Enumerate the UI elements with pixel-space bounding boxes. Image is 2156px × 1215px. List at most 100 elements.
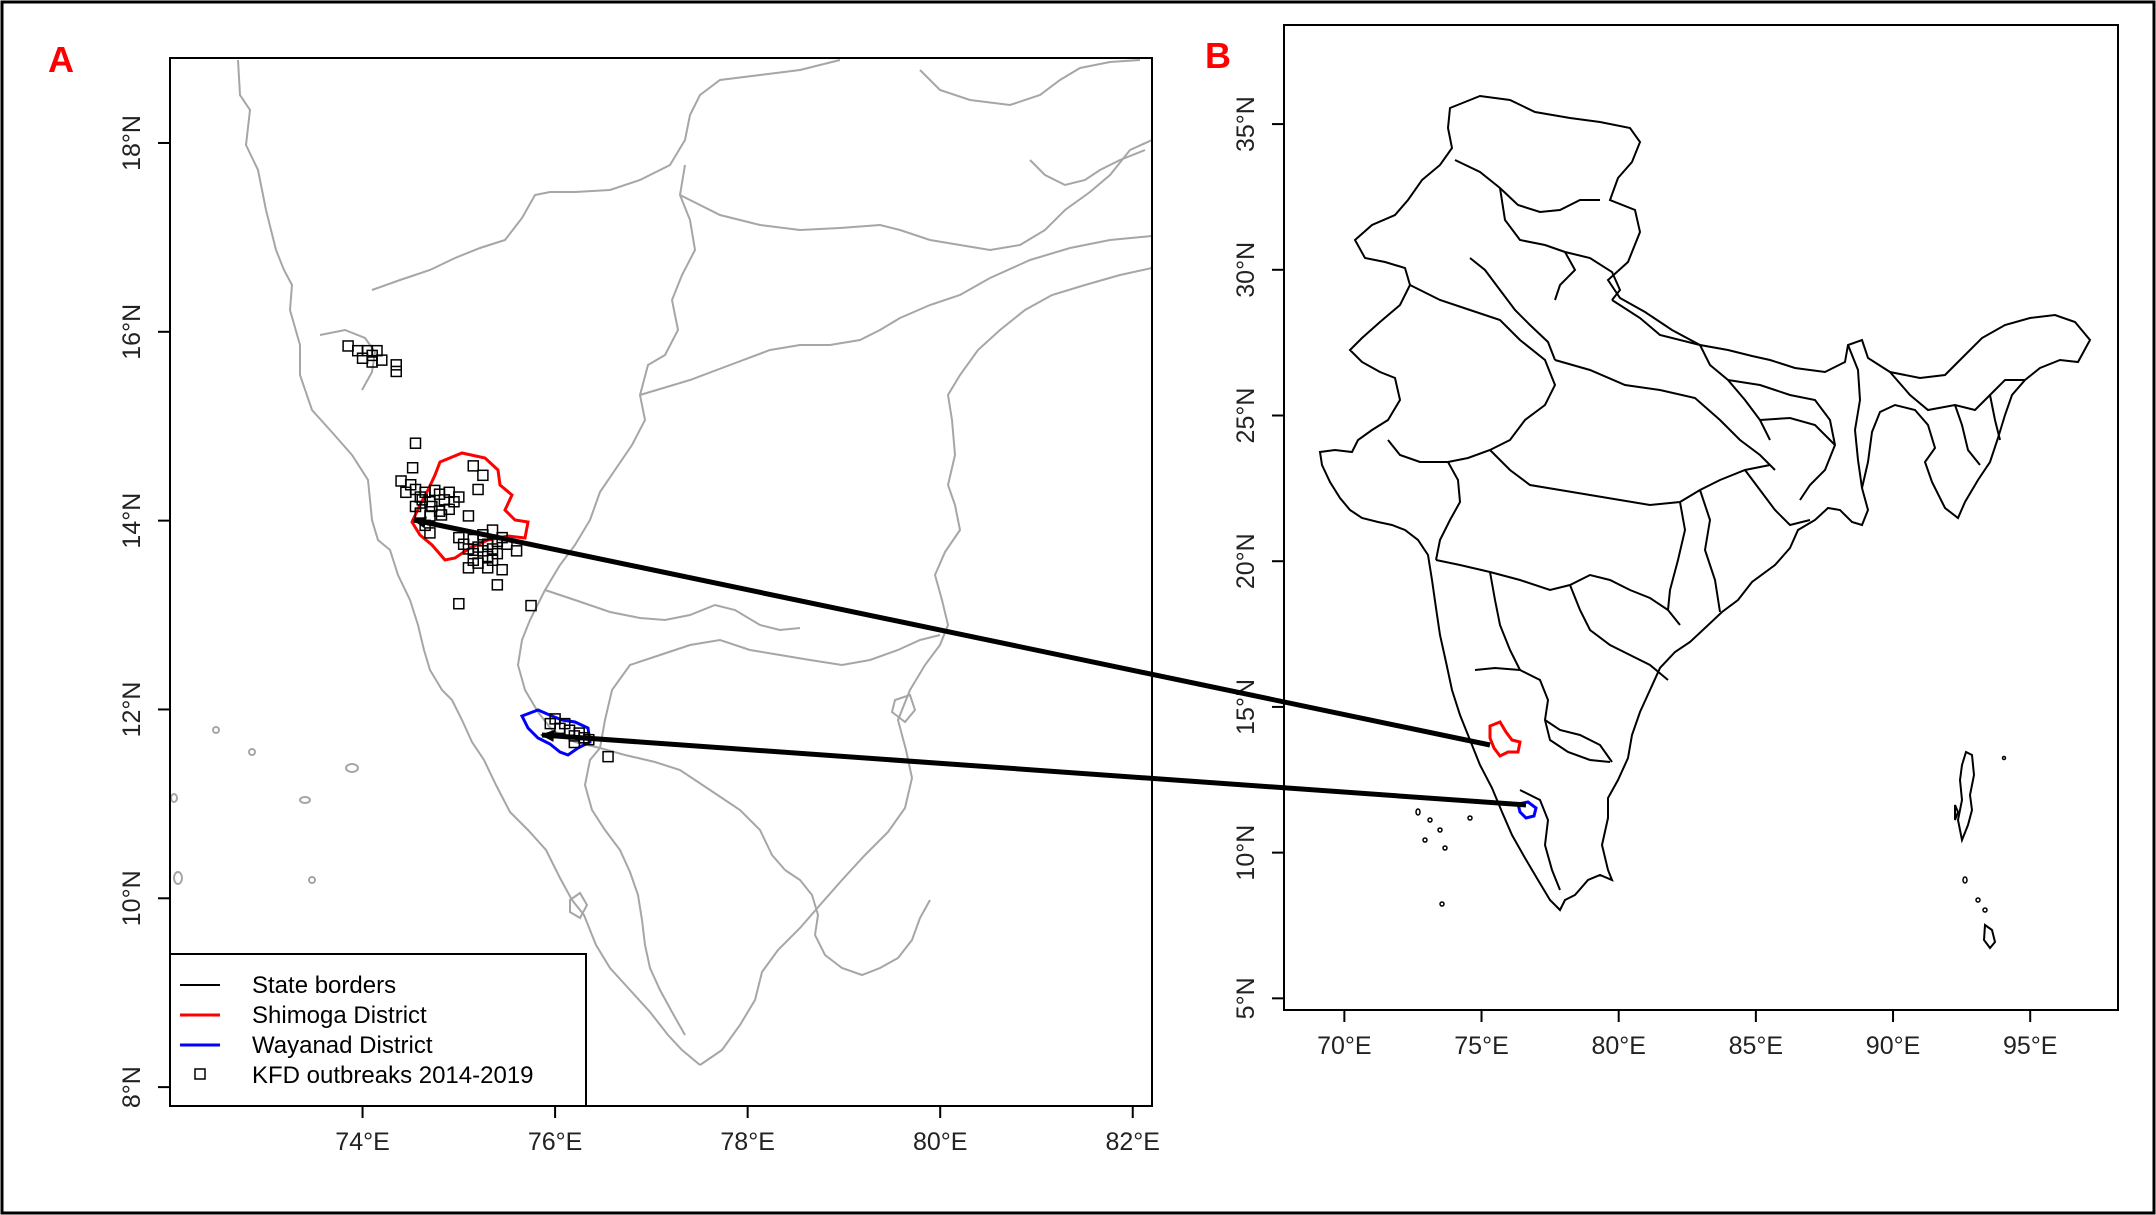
panel-a-y-tick-label: 16°N <box>118 304 146 360</box>
state-border-a-1 <box>371 59 841 291</box>
panel-a-legend: State borders Shimoga District Wayanad D… <box>169 953 587 1107</box>
panel-a-plot-frame <box>169 57 1153 1107</box>
panel-a-map: 74°E 76°E 78°E 80°E 82°E 8°N 10°N 12°N 14°N 16°N… <box>118 57 1160 1156</box>
karnataka-border <box>1474 666 1611 763</box>
kfd-outbreak-marker <box>491 579 504 591</box>
state-border-a-10 <box>583 747 686 1036</box>
lakshadweep-6 <box>1467 815 1473 821</box>
chhattisgarh-border <box>1699 489 1721 613</box>
nicobar-small-1 <box>1962 876 1968 884</box>
lakshadweep-7 <box>1439 901 1445 907</box>
panel-b-y-tick-label: 10°N <box>1232 825 1260 881</box>
karnataka-north <box>1489 571 1521 671</box>
state-border-a-2 <box>516 164 786 871</box>
panel-b-x-axis: 70°E 75°E 80°E 85°E 90°E 95°E <box>1317 1010 2057 1060</box>
up-mp-border <box>1554 359 1776 471</box>
west-bengal-border <box>1847 344 1863 489</box>
ne-states-border <box>1889 371 2025 412</box>
panel-b-y-tick-label: 35°N <box>1232 96 1260 152</box>
state-border-a-9 <box>784 869 931 977</box>
shimoga-district-b <box>1488 720 1522 758</box>
arrow-shimoga <box>412 516 1491 748</box>
panel-a-boundaries <box>170 59 1152 1066</box>
panel-a-y-tick-label: 18°N <box>118 115 146 171</box>
kfd-outbreak-marker <box>462 510 475 522</box>
panel-b-y-tick-label: 30°N <box>1232 242 1260 298</box>
panel-a-y-axis: 8°N 10°N 12°N 14°N 16°N 18°N <box>118 115 170 1108</box>
kfd-outbreak-marker <box>462 562 475 574</box>
andaman-small-2 <box>2001 755 2007 761</box>
panel-a-x-tick-label: 80°E <box>913 1128 967 1156</box>
uttarakhand-border <box>1564 251 1622 301</box>
panel-b-y-tick-label: 5°N <box>1232 977 1260 1019</box>
island-4 <box>212 726 220 734</box>
island-6 <box>308 876 316 884</box>
state-border-a-4 <box>679 139 1152 252</box>
mahe-shape <box>569 891 589 920</box>
panel-a-y-tick-label: 12°N <box>118 682 146 738</box>
arrow-wayanad <box>540 729 1527 808</box>
kfd-outbreak-marker <box>481 562 494 574</box>
kfd-outbreak-marker <box>416 494 428 506</box>
maharashtra-border <box>1435 559 1681 626</box>
state-border-a-6 <box>1029 149 1146 187</box>
lakshadweep-4 <box>1422 837 1428 843</box>
nicobar-small-2 <box>1975 897 1981 903</box>
kfd-outbreak-marker <box>426 500 438 513</box>
jk-border <box>1454 159 1600 214</box>
panel-b-y-tick-label: 15°N <box>1232 679 1260 735</box>
kerala-tn-border <box>1519 789 1561 891</box>
nicobar-small-3 <box>1982 907 1988 913</box>
state-border-a-7 <box>544 589 801 632</box>
panel-a-y-tick-label: 8°N <box>118 1066 146 1108</box>
gujarat-border <box>1435 461 1462 561</box>
legend-box <box>169 953 587 1107</box>
east-coastline-a <box>699 267 1152 1066</box>
kfd-outbreak-marker <box>491 547 504 560</box>
panel-b-x-tick-label: 70°E <box>1317 1032 1371 1060</box>
state-border-a-3 <box>639 235 1152 396</box>
kfd-outbreak-marker <box>496 563 508 576</box>
island-2 <box>299 796 311 804</box>
odisha-border <box>1744 469 1811 527</box>
telangana-ap-border <box>1569 584 1669 681</box>
panel-b-y-axis: 5°N 10°N 15°N 20°N 25°N 30°N 35°N <box>1232 96 1284 1019</box>
west-coastline-a <box>237 59 701 1066</box>
panel-letter-a: A <box>48 39 74 80</box>
legend-label-shimoga: Shimoga District <box>252 1002 427 1029</box>
mp-south-border <box>1489 449 1771 507</box>
ne-inner-border <box>1954 394 2001 466</box>
maharashtra-east <box>1667 501 1687 611</box>
panel-b-x-tick-label: 75°E <box>1454 1032 1508 1060</box>
kfd-outbreak-marker <box>477 469 489 482</box>
panel-a-y-tick-label: 14°N <box>118 493 146 549</box>
legend-key-outbreaks <box>194 1068 206 1080</box>
kfd-outbreak-marker <box>453 491 465 503</box>
tn-north-border <box>1544 719 1613 763</box>
panel-b-y-tick-label: 20°N <box>1232 533 1260 589</box>
panel-a-x-axis: 74°E 76°E 78°E 80°E 82°E <box>335 1106 1160 1156</box>
nicobar-islands <box>1982 923 1997 950</box>
andaman-islands <box>1956 750 1976 844</box>
panel-a-x-tick-label: 74°E <box>335 1128 389 1156</box>
kfd-outbreak-marker <box>390 359 402 371</box>
wayanad-district-b <box>1516 800 1538 820</box>
india-outline <box>1318 94 2092 912</box>
island-5 <box>248 748 256 756</box>
panel-b-plot-frame <box>1283 24 2119 1011</box>
panel-b-map: 70°E 75°E 80°E 85°E 90°E 95°E 5°N 10°N 15°N 20°N… <box>1232 24 2119 1060</box>
panel-b-x-tick-label: 85°E <box>1729 1032 1783 1060</box>
kfd-outbreak-marker <box>472 483 484 496</box>
kfd-outbreak-marker <box>406 462 419 474</box>
up-east-border <box>1611 299 1771 441</box>
kfd-outbreak-marker <box>510 545 523 557</box>
panel-a-y-tick-label: 10°N <box>118 870 146 926</box>
panel-b-x-tick-label: 80°E <box>1591 1032 1645 1060</box>
panel-letter-b: B <box>1205 35 1231 76</box>
kfd-outbreak-marker <box>409 437 422 449</box>
kfd-outbreak-marker <box>366 356 378 368</box>
island-1 <box>345 763 359 773</box>
kfd-outbreak-marker <box>390 365 402 378</box>
legend-label-state-borders: State borders <box>252 972 396 999</box>
